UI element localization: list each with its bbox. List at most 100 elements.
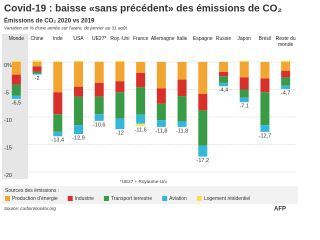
bar-segment bbox=[239, 97, 249, 103]
bar-segment bbox=[281, 60, 291, 62]
bar-segment bbox=[156, 62, 166, 89]
bar-segment bbox=[239, 62, 249, 78]
bar-segment bbox=[94, 82, 104, 97]
bar-segment bbox=[260, 125, 270, 132]
bar-segment bbox=[239, 89, 249, 98]
bar-segment bbox=[32, 62, 42, 67]
bar-segment bbox=[198, 110, 208, 146]
total-label: -11,8 bbox=[155, 128, 167, 134]
bar-segment bbox=[177, 96, 187, 122]
bar-segment bbox=[219, 62, 228, 72]
x-tick-label: Espagne bbox=[192, 36, 213, 42]
bar-segment bbox=[32, 66, 42, 72]
bar-segment bbox=[260, 62, 270, 79]
logo: AFP bbox=[274, 207, 286, 213]
bar-segment bbox=[136, 62, 146, 73]
bar-segment bbox=[156, 103, 166, 121]
legend-title: Sources des émissions : bbox=[5, 188, 59, 194]
bar-segment bbox=[281, 70, 291, 78]
legend-label: Logement résidentiel bbox=[204, 196, 250, 202]
bar-segment bbox=[11, 62, 21, 75]
bar-segment bbox=[281, 77, 291, 86]
x-tick-label: Italie bbox=[176, 36, 188, 42]
total-label: -10,6 bbox=[93, 122, 106, 128]
bar-segment bbox=[53, 62, 63, 93]
bar-segment bbox=[11, 95, 21, 99]
legend-swatch bbox=[5, 196, 10, 201]
x-tick-label: Russie bbox=[215, 36, 232, 42]
bar-segment bbox=[74, 60, 83, 62]
bar-segment bbox=[115, 118, 125, 130]
bar-segment bbox=[219, 82, 228, 87]
x-tick-label: Chine bbox=[30, 36, 44, 42]
bar-segment bbox=[53, 114, 63, 132]
total-label: -4,7 bbox=[281, 90, 290, 96]
bar-segment bbox=[11, 74, 21, 85]
bar-segment bbox=[74, 62, 83, 87]
bar-segment bbox=[94, 61, 104, 62]
bar-segment bbox=[177, 62, 187, 80]
x-tick-label: Inde bbox=[52, 36, 63, 42]
bar-segment bbox=[219, 76, 228, 83]
y-tick-label: 0% bbox=[4, 63, 12, 69]
chart-title: Covid-19 : baisse «sans précédent» des é… bbox=[4, 4, 282, 15]
bar-segment bbox=[156, 88, 166, 104]
bar-segment bbox=[239, 77, 249, 90]
legend-label: Aviation bbox=[169, 196, 187, 202]
bar-segment bbox=[156, 120, 166, 127]
bar-segment bbox=[136, 87, 146, 115]
bar-segment bbox=[53, 131, 63, 137]
y-tick-label: -15 bbox=[4, 145, 12, 151]
total-label: -12 bbox=[116, 131, 124, 137]
legend-swatch bbox=[67, 196, 73, 201]
x-tick-label: Monde bbox=[8, 36, 24, 42]
total-label: -11,6 bbox=[135, 127, 147, 133]
bar-segment bbox=[260, 92, 270, 126]
total-label: -17,2 bbox=[197, 158, 210, 164]
bar-segment bbox=[198, 62, 208, 94]
footnote: *UE27 + Royaume-Uni bbox=[120, 179, 167, 184]
bar-segment bbox=[281, 62, 291, 71]
bar-segment bbox=[11, 84, 21, 96]
bar-segment bbox=[115, 62, 125, 82]
legend-box bbox=[2, 186, 298, 204]
bar-segment bbox=[53, 92, 63, 115]
bar-segment bbox=[281, 85, 291, 89]
bar-segment bbox=[74, 86, 83, 97]
bar-segment bbox=[219, 71, 228, 77]
bar-segment bbox=[11, 60, 21, 62]
legend-label: Production d'énergie bbox=[12, 196, 58, 202]
bar-segment bbox=[74, 96, 83, 126]
bar-segment bbox=[32, 60, 42, 62]
world-band bbox=[2, 34, 28, 179]
x-tick-label: Japon bbox=[237, 36, 252, 42]
bar-segment bbox=[115, 92, 125, 119]
bar-segment bbox=[260, 78, 270, 93]
total-label: -6,5 bbox=[12, 100, 21, 106]
x-tick-label: Reste du monde bbox=[275, 36, 296, 48]
total-label: -12,9 bbox=[72, 136, 85, 142]
legend-swatch bbox=[162, 196, 168, 201]
bar-segment bbox=[198, 145, 208, 157]
y-tick-label: -20 bbox=[4, 173, 12, 179]
bar-segment bbox=[239, 60, 249, 62]
bar-segment bbox=[53, 61, 63, 62]
bar-segment bbox=[32, 73, 42, 75]
bar-segment bbox=[136, 114, 146, 124]
chart-page: Covid-19 : baisse «sans précédent» des é… bbox=[2, 3, 298, 213]
total-label: -4,4 bbox=[219, 88, 228, 94]
x-tick-label: UE27* bbox=[91, 36, 107, 42]
bar-segment bbox=[74, 125, 83, 135]
x-tick-label: USA bbox=[73, 36, 84, 42]
legend-swatch bbox=[103, 196, 109, 201]
subtitle: Émissions de CO₂ 2020 vs 2019 bbox=[4, 17, 95, 25]
x-tick-label: Brésil bbox=[258, 36, 272, 42]
chart: Covid-19 : baisse «sans précédent» des é… bbox=[2, 4, 298, 213]
legend-swatch bbox=[196, 196, 202, 201]
note: Variation en % d'une année sur l'autre, … bbox=[4, 26, 128, 31]
total-label: -2 bbox=[35, 76, 40, 82]
bar-segment bbox=[136, 123, 146, 126]
total-label: -11,8 bbox=[176, 128, 188, 134]
legend-label: Industrie bbox=[75, 196, 94, 202]
bar-segment bbox=[115, 81, 125, 93]
